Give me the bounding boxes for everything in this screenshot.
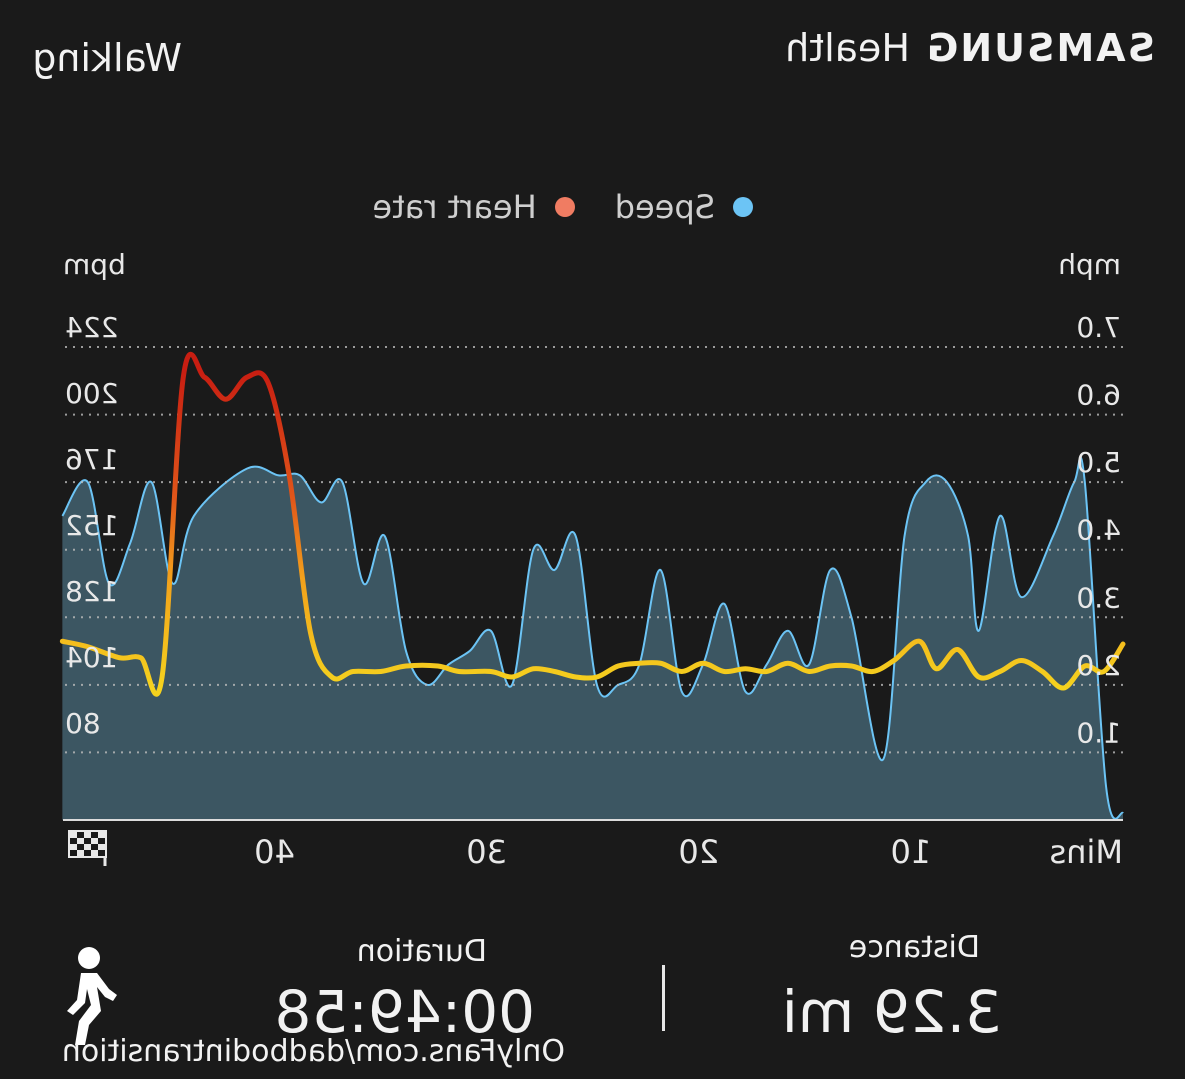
left-tick-label: 2.0 bbox=[1076, 649, 1121, 682]
x-tick-label: 10 bbox=[891, 833, 932, 871]
heart-rate-series-line bbox=[59, 351, 1126, 697]
left-tick-label: 7.0 bbox=[1076, 311, 1121, 344]
right-tick-label: 104 bbox=[65, 641, 118, 674]
right-tick-label: 152 bbox=[65, 509, 118, 542]
speed-area-fill bbox=[62, 457, 1123, 820]
right-tick-label: 80 bbox=[65, 707, 101, 740]
distance-value: 3.29 mi bbox=[781, 978, 1002, 1046]
distance-label: Distance bbox=[848, 930, 980, 965]
walking-person-icon bbox=[67, 947, 117, 1045]
left-tick-label: 3.0 bbox=[1076, 581, 1121, 614]
x-tick-label: 30 bbox=[466, 833, 507, 871]
right-tick-label: 128 bbox=[65, 575, 118, 608]
x-tick-label: 40 bbox=[254, 833, 295, 871]
left-tick-label: 6.0 bbox=[1076, 379, 1121, 412]
left-tick-label: 1.0 bbox=[1076, 716, 1121, 749]
left-tick-label: 5.0 bbox=[1076, 446, 1121, 479]
right-tick-label: 176 bbox=[65, 443, 118, 476]
x-axis-label: Mins bbox=[1050, 833, 1123, 871]
left-tick-label: 4.0 bbox=[1076, 514, 1121, 547]
watermark-text: OnlyFans.com/dadbodintransition bbox=[61, 1034, 565, 1069]
checkered-flag-icon bbox=[68, 830, 107, 866]
left-axis-unit: mph bbox=[1058, 248, 1121, 281]
x-tick-label: 20 bbox=[678, 833, 719, 871]
stats-divider bbox=[662, 965, 665, 1031]
right-tick-label: 224 bbox=[65, 311, 118, 344]
right-tick-label: 200 bbox=[65, 377, 118, 410]
duration-label: Duration bbox=[356, 934, 487, 969]
right-axis-unit: bpm bbox=[63, 248, 126, 281]
